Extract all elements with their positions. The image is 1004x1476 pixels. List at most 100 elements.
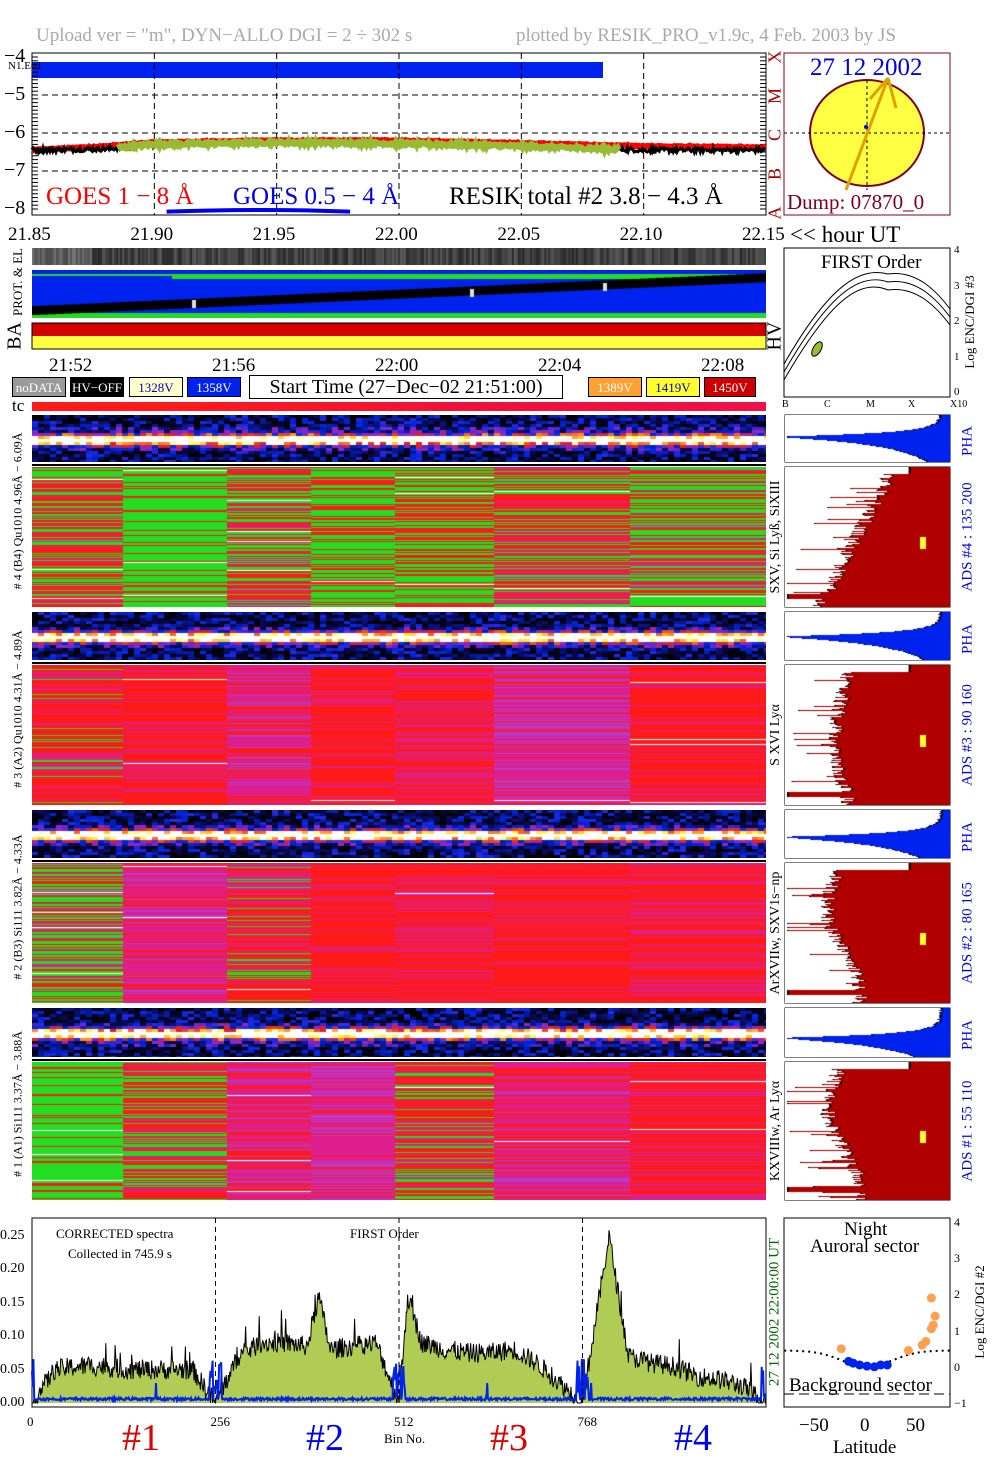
y-tick-label: −5 (4, 83, 26, 105)
x-tick-label: 256 (210, 1414, 231, 1429)
prot-el-label: PROT. & EL (10, 247, 25, 317)
tc-label: tc (12, 396, 25, 415)
legend-box-1450v: 1450V (704, 377, 756, 397)
y-tick-label: 0.10 (0, 1328, 25, 1344)
x-unit-label: << hour UT (790, 222, 901, 247)
legend-goes-short: GOES 0.5 − 4 Å (233, 183, 400, 210)
y-tick-label: 0.20 (0, 1261, 25, 1277)
legend-box-hv−off: HV−OFF (70, 377, 124, 397)
y-tick-label: −8 (4, 197, 26, 219)
x-tick-label: X (908, 399, 916, 410)
pha-spectrogram (32, 1008, 766, 1057)
header-upload-info: Upload ver = "m", DYN−ALLO DGI = 2 ÷ 302… (36, 25, 413, 46)
lat-ylabel: Log ENC/DGI #2 (972, 1265, 987, 1359)
y-tick-label: 0.25 (0, 1228, 25, 1243)
pha-spectrogram (32, 810, 766, 858)
auroral-point (928, 1320, 938, 1330)
y-tick-label: −1 (954, 1396, 967, 1410)
pha-spectrogram (32, 612, 766, 660)
x-tick-label: 21.95 (252, 224, 296, 245)
y-tick-label: 0 (954, 1359, 960, 1374)
y-tick-label: 3 (954, 279, 960, 292)
sensitivity-curve (783, 279, 951, 373)
time-tick-label: 21:52 (49, 355, 93, 376)
pha-histogram (785, 612, 950, 660)
pha-label: PHA (959, 623, 976, 654)
channel-section-label: #2 (306, 1417, 344, 1459)
ads-label: ADS #4 : 135 200 (959, 482, 976, 592)
latitude-frame (783, 1217, 951, 1408)
ads-histogram (785, 467, 950, 607)
lat-title-night: Night (844, 1219, 888, 1240)
lat-title-auroral: Auroral sector (810, 1236, 920, 1257)
header-plot-credit: plotted by RESIK_PRO_v1.9c, 4 Feb. 2003 … (516, 25, 897, 46)
legend-resik: RESIK total #2 3.8 − 4.3 Å (449, 183, 723, 210)
flare-class-letter: B (764, 167, 785, 181)
flare-position-arrows (844, 77, 898, 191)
spectrum-note-collected: Collected in 745.9 s (68, 1246, 172, 1261)
electron-monitor-strip (32, 248, 766, 265)
y-tick-label: 2 (954, 315, 960, 327)
channel-label: # 2 (B3) Si111 3.82Å − 4.33Å (10, 833, 25, 980)
y-tick-label: 0 (954, 386, 960, 398)
spectrum-area (32, 1230, 766, 1403)
sun-date: 27 12 2002 (810, 54, 923, 81)
x-tick-label: 50 (906, 1415, 925, 1436)
flare-location-marker (864, 125, 868, 129)
start-time-box: Start Time (27−Dec−02 21:51:00) (249, 375, 563, 399)
auroral-point (921, 1336, 931, 1346)
x-tick-label: M (866, 399, 875, 410)
line-id-label: SXV, Si Lyß, SiXIII (768, 480, 783, 594)
pha-label: PHA (959, 1019, 976, 1051)
spectrum-title: FIRST Order (350, 1226, 419, 1241)
first-order-frame (783, 247, 951, 398)
x-tick-label: 22.10 (619, 224, 663, 245)
line-id-label: KXVIIIw, Ar Lyα (768, 1080, 783, 1182)
pha-histogram (785, 415, 950, 462)
y-tick-label: 0.15 (0, 1294, 25, 1310)
background-point (855, 1360, 865, 1370)
x-tick-label: 21.90 (130, 224, 174, 245)
pha-label: PHA (959, 821, 976, 852)
channel-section-label: #1 (122, 1417, 160, 1459)
y-tick-label: 0.05 (0, 1361, 25, 1377)
time-tick-label: 22:04 (538, 355, 582, 376)
hv-state-a (32, 323, 766, 336)
background-point (876, 1360, 886, 1370)
channel-label: # 3 (A2) Qu1010 4.31Å − 4.89Å (10, 629, 25, 788)
channel-spectrogram (32, 1062, 766, 1200)
x-tick-label: C (824, 399, 831, 410)
flare-class-letter: M (764, 87, 785, 105)
line-id-label: S XVI Lyα (768, 704, 783, 766)
flare-class-letter: C (764, 128, 785, 142)
x-tick-label: 768 (577, 1414, 598, 1429)
legend-box-1419v: 1419V (646, 377, 700, 397)
background-spectrum-line (31, 1358, 767, 1404)
hv-state-b (32, 336, 766, 349)
channel-spectrogram (32, 665, 766, 805)
sun-panel-frame (783, 52, 951, 216)
background-point (862, 1361, 872, 1371)
y-tick-label: 0.00 (0, 1395, 25, 1410)
pha-label: PHA (959, 425, 976, 457)
legend-box-1328v: 1328V (129, 377, 183, 397)
pha-histogram (785, 810, 950, 858)
channel-section-label: #4 (674, 1417, 712, 1459)
hv-label: HV (763, 321, 786, 351)
hv-frame (31, 322, 767, 350)
x-tick-label: 22.05 (497, 224, 541, 245)
spectrum-timestamp: 27 12 2002 22:00:00 UT (766, 1237, 783, 1387)
auroral-point (903, 1346, 913, 1356)
spectrum-note-corrected: CORRECTED spectra (56, 1226, 174, 1241)
ads-label: ADS #1 : 55 110 (959, 1080, 976, 1182)
sun-dump-id: Dump: 07870_0 (787, 190, 925, 214)
legend-box-1358v: 1358V (187, 377, 241, 397)
y-tick-label: 2 (954, 1287, 960, 1302)
x-tick-label: 0 (27, 1414, 34, 1429)
x-tick-label: 22.15 (742, 224, 785, 245)
flare-class-letter: X (764, 50, 785, 64)
flare-class-letter: A (764, 206, 785, 220)
lat-background-label: Background sector (789, 1375, 932, 1396)
